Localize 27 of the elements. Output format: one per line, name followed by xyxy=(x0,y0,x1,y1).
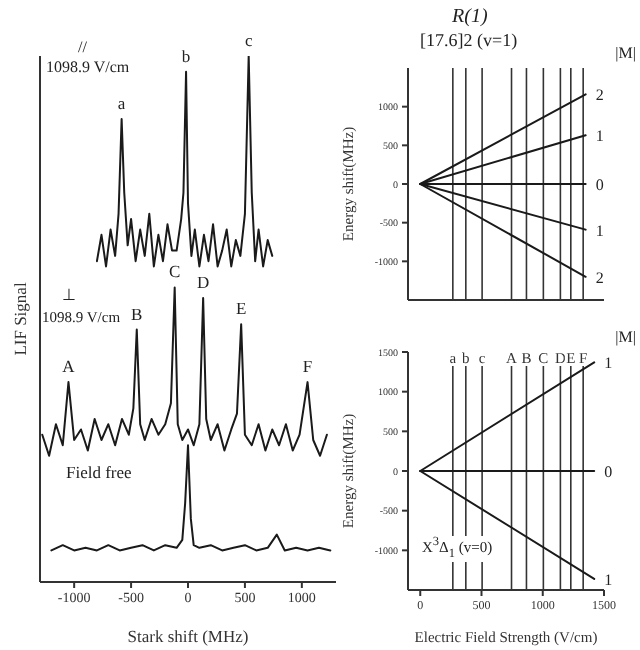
chart-subtitle: [17.6]2 (v=1) xyxy=(420,30,518,52)
annotation: ⊥ xyxy=(62,286,76,304)
series-label: 1 xyxy=(595,221,604,240)
annotation: F xyxy=(302,356,313,377)
annotation: 1098.9 V/cm xyxy=(46,58,130,76)
annotation: a xyxy=(117,93,126,114)
series-label: 1 xyxy=(595,127,604,146)
annotation: c xyxy=(244,30,253,50)
annotation: b xyxy=(181,45,191,66)
legend-title: |M| xyxy=(615,44,636,62)
series-label: 2 xyxy=(595,86,604,105)
annotation: Field free xyxy=(66,462,132,482)
annotation: D xyxy=(197,271,210,292)
annotation: // xyxy=(78,38,87,56)
chart-title: R(1) xyxy=(452,6,488,28)
series-label: 0 xyxy=(595,176,604,194)
x-axis-title: Stark shift (MHz) xyxy=(127,626,249,646)
y-axis-title: LIF Signal xyxy=(10,281,30,356)
annotation: C xyxy=(169,261,182,282)
series-label: 1 xyxy=(604,354,613,373)
annotation: B xyxy=(131,303,144,324)
series-label: 2 xyxy=(595,268,604,287)
legend-title: |M| xyxy=(615,328,636,346)
annotation: A xyxy=(62,356,77,377)
series-label: 0 xyxy=(604,463,613,481)
annotation: E xyxy=(235,298,247,319)
series-label: 1 xyxy=(604,570,613,589)
